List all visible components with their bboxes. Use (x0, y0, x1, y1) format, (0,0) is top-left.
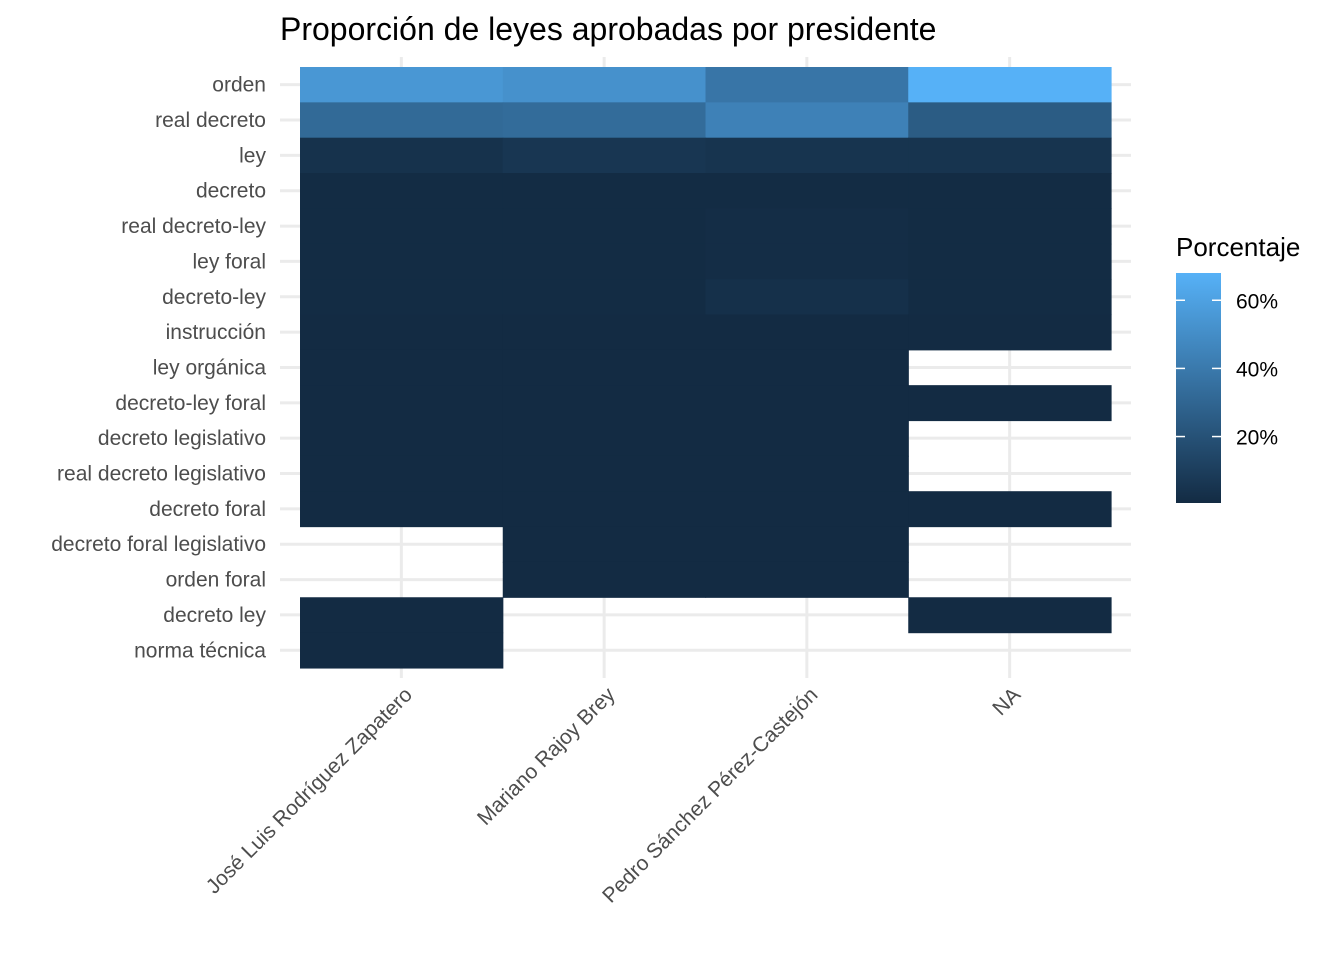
heatmap-cell (908, 67, 1112, 103)
heatmap-cell (300, 279, 504, 316)
legend-tick-label: 40% (1236, 358, 1278, 381)
heatmap-cell (502, 314, 707, 351)
y-axis-tick-label: decreto-ley (162, 286, 266, 309)
legend-title: Porcentaje (1176, 232, 1300, 262)
heatmap-cell (908, 491, 1112, 528)
heatmap-cell (502, 243, 707, 280)
heatmap-cell (502, 561, 707, 598)
heatmap-cell (705, 314, 909, 351)
heatmap-cell (908, 597, 1112, 634)
legend-color-bar (1176, 273, 1221, 503)
heatmap-cell (705, 208, 909, 245)
heatmap-cell (502, 455, 707, 492)
heatmap-cell (908, 102, 1112, 139)
y-axis-tick-label: real decreto legislativo (57, 463, 266, 486)
heatmap-cell (502, 491, 707, 528)
y-axis-tick-label: decreto-ley foral (115, 392, 266, 415)
heatmap-cell (908, 279, 1112, 316)
heatmap-cell (705, 349, 909, 386)
heatmap-cell (300, 243, 504, 280)
heatmap-cell (300, 385, 504, 422)
chart-title: Proporción de leyes aprobadas por presid… (280, 11, 936, 47)
heatmap-cells (300, 67, 1112, 669)
y-axis-tick-label: decreto legislativo (98, 427, 266, 450)
y-axis-tick-label: ley foral (192, 250, 266, 273)
heatmap-cell (705, 420, 909, 457)
heatmap-cell (300, 137, 504, 174)
legend-tick-label: 20% (1236, 427, 1278, 450)
y-axis-tick-label: decreto ley (163, 604, 266, 627)
heatmap-cell (300, 455, 504, 492)
heatmap-cell (502, 67, 707, 103)
heatmap-cell (502, 526, 707, 563)
heatmap-cell (705, 491, 909, 528)
heatmap-cell (502, 279, 707, 316)
heatmap-cell (502, 420, 707, 457)
legend-tick-label: 60% (1236, 290, 1278, 313)
heatmap-cell (300, 102, 504, 139)
heatmap-cell (705, 455, 909, 492)
heatmap-cell (705, 67, 909, 103)
y-axis-tick-labels: orden real decreto ley decreto real decreto-… (51, 74, 266, 663)
x-axis-tick-label: Pedro Sánchez Pérez-Castejón (598, 683, 822, 907)
heatmap-cell (705, 173, 909, 209)
heatmap-cell (502, 208, 707, 245)
heatmap-cell (705, 526, 909, 563)
heatmap-cell (705, 102, 909, 139)
color-legend: Porcentaje 20% 40% 60% (1176, 232, 1300, 503)
y-axis-tick-label: norma técnica (134, 639, 266, 662)
heatmap-cell (300, 491, 504, 528)
y-axis-tick-label: real decreto-ley (121, 215, 266, 238)
heatmap-cell (705, 243, 909, 280)
y-axis-tick-label: ley (239, 144, 266, 167)
heatmap-cell (502, 349, 707, 386)
heatmap-cell (908, 173, 1112, 209)
x-axis-tick-labels: José Luis Rodríguez Zapatero Mariano Rajo… (202, 683, 1025, 908)
y-axis-tick-label: instrucción (166, 321, 266, 344)
heatmap-cell (300, 67, 504, 103)
heatmap-cell (300, 173, 504, 209)
heatmap-cell (705, 137, 909, 174)
y-axis-tick-label: real decreto (155, 109, 266, 132)
y-axis-tick-label: decreto foral (149, 498, 266, 521)
heatmap-cell (705, 385, 909, 422)
heatmap-cell (300, 632, 504, 669)
y-axis-tick-label: decreto foral legislativo (51, 533, 266, 556)
x-axis-tick-label: Mariano Rajoy Brey (473, 683, 620, 830)
heatmap-cell (908, 243, 1112, 280)
heatmap-cell (908, 314, 1112, 351)
heatmap-cell (300, 314, 504, 351)
x-axis-tick-label: NA (988, 683, 1025, 720)
y-axis-tick-label: orden foral (166, 569, 266, 592)
heatmap-cell (705, 561, 909, 598)
heatmap-cell (502, 173, 707, 209)
heatmap-cell (300, 208, 504, 245)
y-axis-tick-label: orden (212, 74, 266, 97)
heatmap-cell (300, 349, 504, 386)
heatmap-cell (705, 279, 909, 316)
heatmap-cell (502, 385, 707, 422)
heatmap-cell (908, 385, 1112, 422)
heatmap-cell (908, 208, 1112, 245)
heatmap-cell (300, 420, 504, 457)
heatmap-cell (502, 137, 707, 174)
heatmap-cell (300, 597, 504, 634)
heatmap-cell (908, 137, 1112, 174)
y-axis-tick-label: ley orgánica (153, 356, 267, 379)
y-axis-tick-label: decreto (196, 180, 266, 203)
x-axis-tick-label: José Luis Rodríguez Zapatero (202, 683, 417, 898)
heatmap-cell (502, 102, 707, 139)
